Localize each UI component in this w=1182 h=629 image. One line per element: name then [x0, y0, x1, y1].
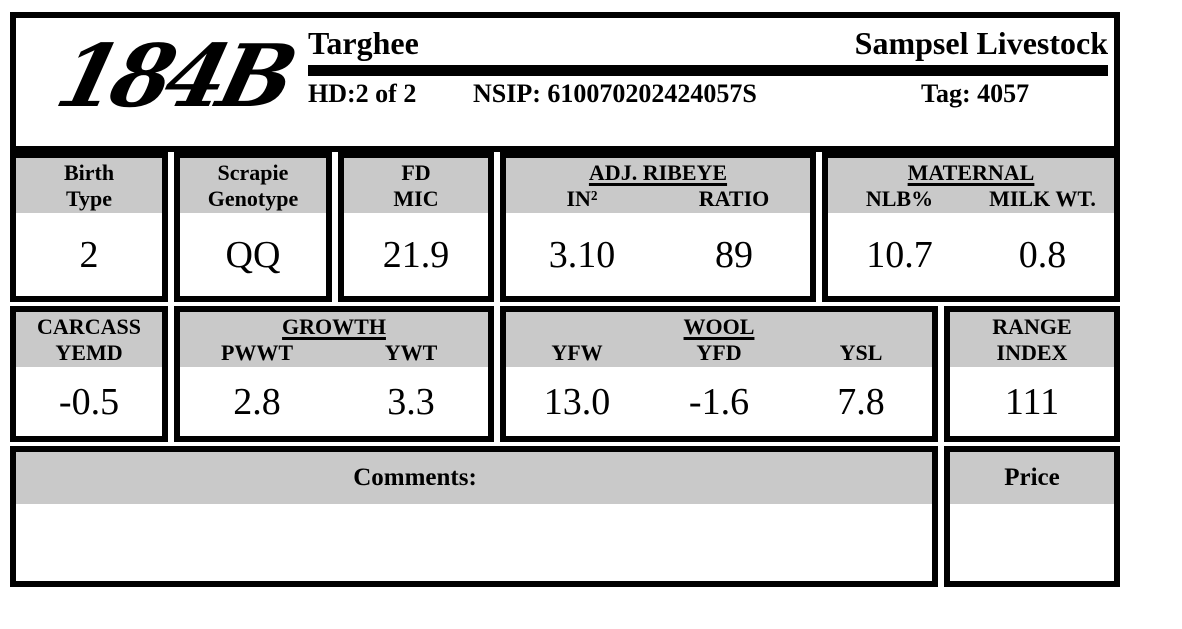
cell-carcass-yemd: CARCASS YEMD -0.5 [10, 306, 168, 442]
growth-pwwt-label: PWWT [220, 339, 294, 365]
carcass-label-line2: YEMD [55, 339, 123, 365]
cell-growth: GROWTH PWWT YWT 2.8 3.3 [174, 306, 494, 442]
range-index-label-line2: INDEX [996, 339, 1068, 365]
range-index-label-line1: RANGE [992, 313, 1072, 339]
cell-price: Price [944, 446, 1120, 587]
ribeye-in2-label: IN² [566, 185, 598, 211]
wool-header: WOOL YFW YFD YSL [506, 312, 932, 367]
carcass-header: CARCASS YEMD [16, 312, 162, 367]
nsip-number: NSIP: 610070202424057S [473, 79, 757, 108]
ribeye-ratio-value: 89 [715, 233, 753, 276]
scrapie-value: QQ [225, 233, 281, 276]
cell-maternal: MATERNAL NLB% MILK WT. 10.7 0.8 [822, 152, 1120, 302]
wool-ysl-label: YSL [839, 339, 883, 365]
growth-ywt-value: 3.3 [387, 380, 435, 423]
wool-group-title: WOOL [683, 313, 755, 339]
comments-header: Comments: [16, 452, 932, 504]
animal-id-script: 184B [47, 25, 301, 127]
range-index-header: RANGE INDEX [950, 312, 1114, 367]
owner-name: Sampsel Livestock [854, 25, 1108, 61]
wool-yfw-value: 13.0 [543, 380, 611, 423]
scrapie-label-line2: Genotype [207, 185, 299, 211]
price-blank-area [950, 504, 1114, 581]
ribeye-ratio-label: RATIO [698, 185, 770, 211]
maternal-milkwt-label: MILK WT. [989, 185, 1096, 211]
range-index-value: 111 [1004, 380, 1060, 423]
growth-group-title: GROWTH [282, 313, 386, 339]
adj-ribeye-header: ADJ. RIBEYE IN² RATIO [506, 158, 810, 213]
scrapie-label-line1: Scrapie [217, 159, 289, 185]
head-count: HD:2 of 2 [308, 79, 417, 108]
cell-fd-mic: FD MIC 21.9 [338, 152, 494, 302]
header-text-area: Targhee Sampsel Livestock HD:2 of 2 NSIP… [308, 23, 1108, 142]
birth-type-label-line1: Birth [63, 159, 115, 185]
cell-birth-type: Birth Type 2 [10, 152, 168, 302]
wool-yfd-label: YFD [696, 339, 742, 365]
maternal-milkwt-value: 0.8 [1018, 233, 1067, 276]
carcass-value: -0.5 [58, 380, 120, 423]
ribeye-in2-value: 3.10 [548, 233, 616, 276]
maternal-header: MATERNAL NLB% MILK WT. [828, 158, 1114, 213]
growth-pwwt-value: 2.8 [233, 380, 281, 423]
fd-mic-value: 21.9 [382, 233, 450, 276]
wool-ysl-value: 7.8 [837, 380, 885, 423]
adj-ribeye-subheaders: IN² RATIO [506, 186, 810, 212]
cell-range-index: RANGE INDEX 111 [944, 306, 1120, 442]
maternal-nlb-value: 10.7 [866, 233, 933, 276]
price-label: Price [1004, 464, 1060, 491]
scrapie-header: Scrapie Genotype [180, 158, 326, 213]
growth-ywt-label: YWT [384, 339, 438, 365]
birth-type-value: 2 [79, 233, 99, 276]
birth-type-label-line2: Type [65, 185, 113, 211]
maternal-group-title: MATERNAL [907, 159, 1035, 185]
breed-name: Targhee [308, 25, 419, 61]
growth-subheaders: PWWT YWT [180, 340, 488, 366]
price-header: Price [950, 452, 1114, 504]
wool-subheaders: YFW YFD YSL [506, 340, 932, 366]
cell-adj-ribeye: ADJ. RIBEYE IN² RATIO 3.10 89 [500, 152, 816, 302]
comments-label: Comments: [353, 464, 477, 491]
fd-mic-header: FD MIC [344, 158, 488, 213]
tag-number: Tag: 4057 [921, 79, 1030, 108]
header-line2: HD:2 of 2 NSIP: 610070202424057S Tag: 40… [308, 79, 1108, 113]
cell-wool: WOOL YFW YFD YSL 13.0 -1.6 7.8 [500, 306, 938, 442]
comments-blank-area [16, 504, 932, 581]
header-line1: Targhee Sampsel Livestock [308, 23, 1108, 63]
card-header-box: 184B Targhee Sampsel Livestock HD:2 of 2… [10, 12, 1120, 152]
fd-mic-label-line1: FD [401, 159, 431, 185]
wool-yfd-value: -1.6 [688, 380, 750, 423]
growth-header: GROWTH PWWT YWT [180, 312, 488, 367]
birth-type-header: Birth Type [16, 158, 162, 213]
fd-mic-label-line2: MIC [393, 185, 439, 211]
adj-ribeye-group-title: ADJ. RIBEYE [588, 159, 728, 185]
maternal-subheaders: NLB% MILK WT. [828, 186, 1114, 212]
cell-scrapie-genotype: Scrapie Genotype QQ [174, 152, 332, 302]
header-divider-bar [308, 65, 1108, 76]
carcass-label-line1: CARCASS [37, 313, 141, 339]
maternal-nlb-label: NLB% [865, 185, 934, 211]
cell-comments: Comments: [10, 446, 938, 587]
wool-yfw-label: YFW [551, 339, 603, 365]
